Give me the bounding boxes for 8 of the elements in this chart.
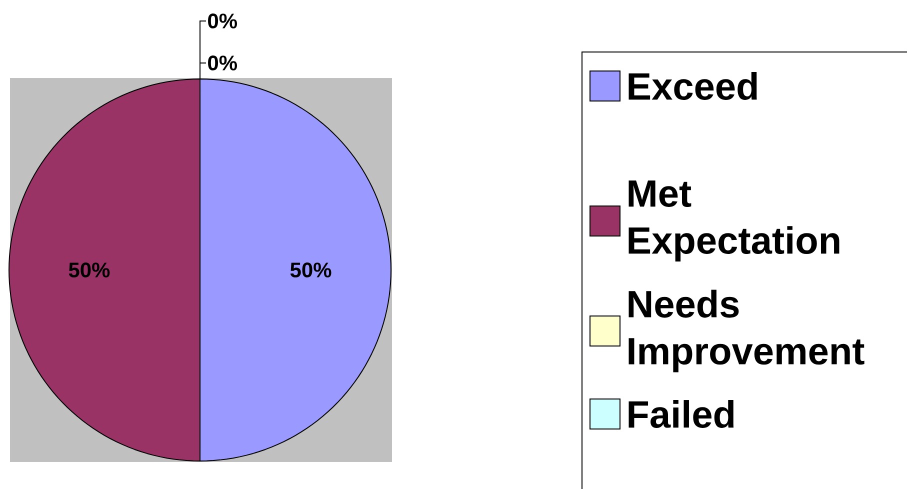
legend-label: Failed — [628, 400, 734, 428]
legend-label: Met Expectation — [628, 180, 840, 262]
legend-label: Needs Improvement — [628, 290, 864, 372]
data-label: 50% — [68, 262, 110, 278]
legend-label: Exceed — [628, 72, 757, 100]
text: 0% — [208, 13, 237, 28]
data-label: 50% — [290, 262, 332, 278]
text: 0% — [208, 55, 237, 70]
